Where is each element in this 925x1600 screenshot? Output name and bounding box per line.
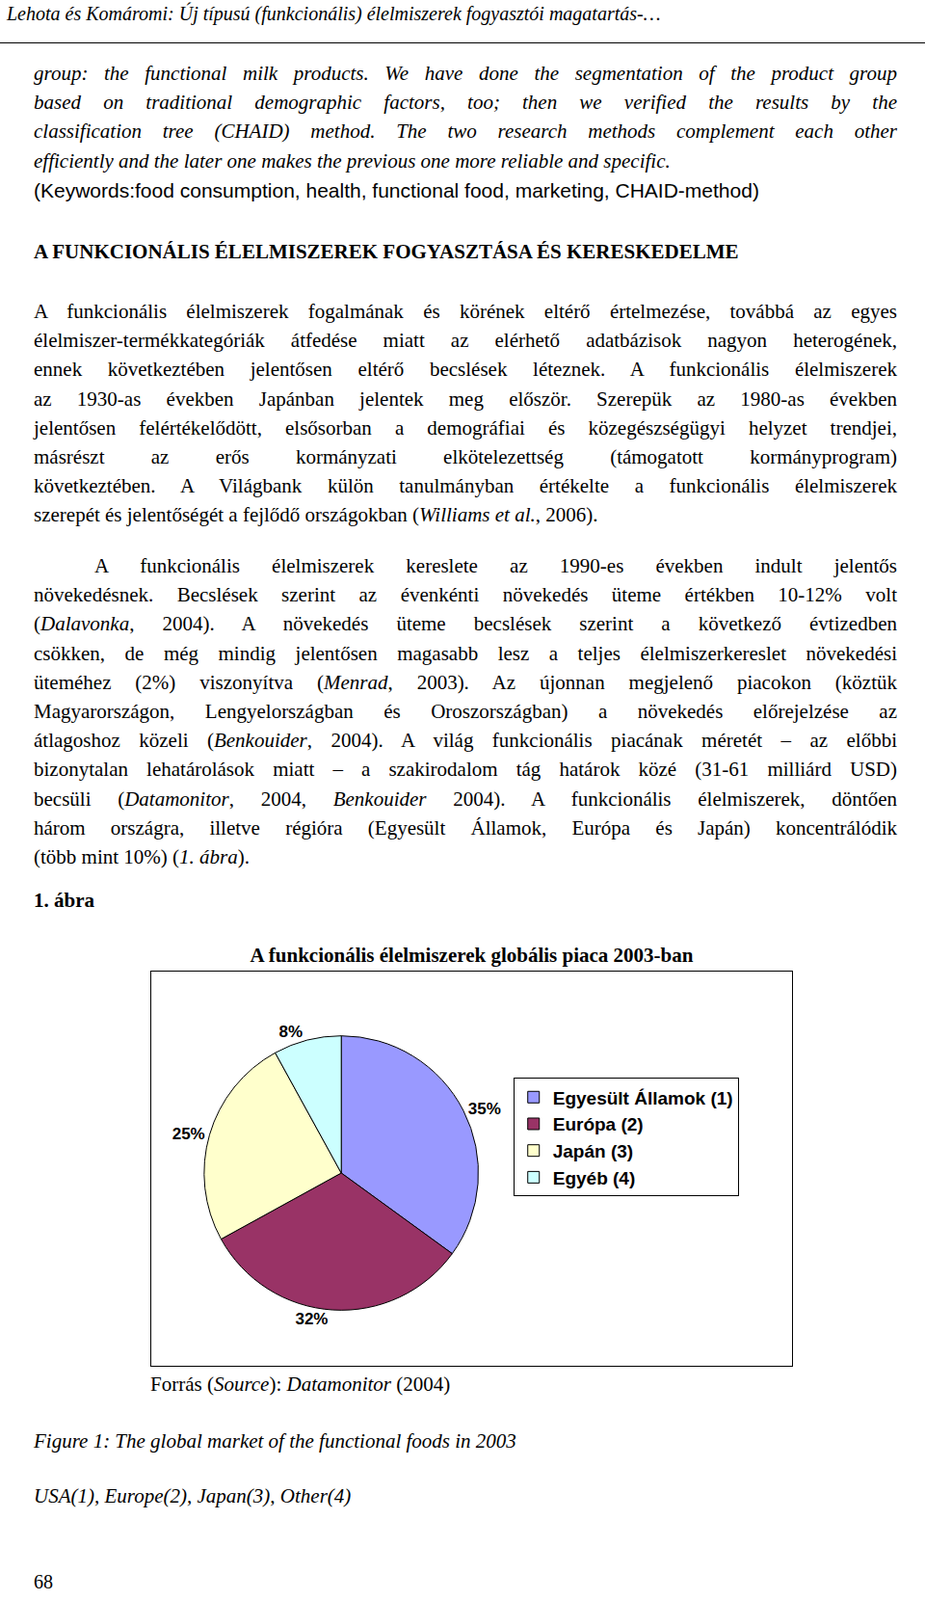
html-text:az 1930-as években Japánban je: az 1930-as években Japánban jelentek meg… [33, 386, 898, 411]
svg-text:Egyesült Államok (1): Egyesült Államok (1) [553, 1087, 734, 1109]
html-text:A FUNKCIONÁLIS ÉLELMISZEREK FO: A FUNKCIONÁLIS ÉLELMISZEREK FOGYASZTÁSA … [33, 239, 739, 264]
svg-text:32%: 32% [294, 1309, 328, 1328]
html-text:átlagoshoz közeli (Benkouider,: átlagoshoz közeli (Benkouider, 2004). A … [33, 728, 898, 752]
html-text:(több mint 10%) (1. ábra).: (több mint 10%) (1. ábra). [33, 845, 250, 869]
html-text:Figure 1: The global market of: Figure 1: The global market of the funct… [33, 1428, 517, 1453]
svg-text:Európa (2): Európa (2) [553, 1113, 644, 1135]
svg-text:35%: 35% [468, 1099, 502, 1118]
html-text:efficiently and the later one: efficiently and the later one makes the … [33, 148, 671, 173]
html-text:Forrás (Source): Datamonitor (: Forrás (Source): Datamonitor (2004) [150, 1372, 451, 1396]
html-text:classification tree (CHAID) me: classification tree (CHAID) method. The … [33, 119, 898, 143]
html-text:üteméhez (2%) viszonyítva (Men: üteméhez (2%) viszonyítva (Menrad, 2003)… [33, 670, 898, 694]
html-text:jelentősen felértékelődött, el: jelentősen felértékelődött, elsősorban a… [33, 416, 898, 440]
html-text:group: the functional milk pro: group: the functional milk products. We … [33, 61, 898, 85]
html-text:következtében. A Világbank kül: következtében. A Világbank külön tanulmá… [33, 474, 898, 498]
html-text:másrészt az erős kormányzati e: másrészt az erős kormányzati elkötelezet… [33, 445, 898, 469]
html-text:Lehota és Komáromi: Új típusú: Lehota és Komáromi: Új típusú (funkcioná… [6, 2, 661, 25]
html-text:bizonytalan lehatárolások miat: bizonytalan lehatárolások miatt – a szak… [33, 757, 898, 781]
html-text:becsüli (Datamonitor, 2004, Be: becsüli (Datamonitor, 2004, Benkouider 2… [33, 786, 898, 810]
html-text:élelmiszer-termékkategóriák át: élelmiszer-termékkategóriák átfedése mia… [33, 328, 898, 352]
svg-text:Egyéb (4): Egyéb (4) [553, 1167, 636, 1189]
html-text:(Keywords:food consumption, he: (Keywords:food consumption, health, func… [33, 179, 760, 202]
html-text:1. ábra: 1. ábra [33, 888, 95, 912]
html-text:növekedésnek. Becslések szerin: növekedésnek. Becslések szerint az évenk… [33, 583, 898, 607]
html-text:csökken, de még mindig jelentő: csökken, de még mindig jelentősen magasa… [33, 641, 898, 665]
html-text:68: 68 [33, 1570, 53, 1592]
svg-text:Japán (3): Japán (3) [553, 1140, 634, 1162]
html-text:A funkcionális élelmiszerek gl: A funkcionális élelmiszerek globális pia… [250, 943, 694, 967]
html-text:USA(1), Europe(2), Japan(3), O: USA(1), Europe(2), Japan(3), Other(4) [33, 1483, 352, 1507]
html-text:szerepét és jelentőségét a fej: szerepét és jelentőségét a fejlődő orszá… [33, 503, 598, 527]
html-text:(Dalavonka, 2004). A növekedés: (Dalavonka, 2004). A növekedés üteme bec… [33, 612, 898, 636]
html-text:három országra, illetve régiór: három országra, illetve régióra (Egyesül… [33, 815, 898, 840]
html-text:A funkcionális élelmiszerek ke: A funkcionális élelmiszerek kereslete az… [94, 554, 898, 578]
html-text:Magyarországon, Lengyelországb: Magyarországon, Lengyelországban és Oros… [33, 699, 898, 723]
html-text:A funkcionális élelmiszerek fo: A funkcionális élelmiszerek fogalmának é… [33, 299, 898, 323]
html-text:ennek következtében jelentősen: ennek következtében jelentősen eltérő be… [33, 357, 898, 381]
svg-text:8%: 8% [278, 1022, 303, 1041]
html-text:based on traditional demograph: based on traditional demographic factors… [33, 90, 898, 114]
svg-text:25%: 25% [172, 1124, 206, 1143]
